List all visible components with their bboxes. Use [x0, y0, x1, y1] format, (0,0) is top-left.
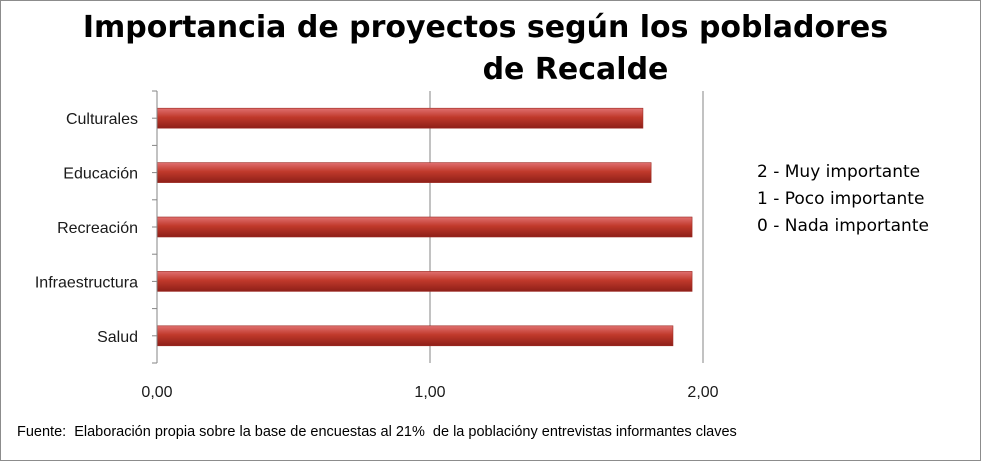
bar-culturales: [156, 107, 644, 129]
source-note: Fuente: Elaboración propia sobre la base…: [17, 424, 737, 440]
bars: [156, 107, 693, 347]
chart-title-line-1: Importancia de proyectos según los pobla…: [82, 10, 889, 45]
category-label-infraestructura: Infraestructura: [35, 274, 138, 291]
legend-note-0: 0 - Nada importante: [757, 216, 929, 236]
bar-recreación: [156, 216, 693, 238]
chart-title: Importancia de proyectos según los pobla…: [1, 7, 980, 91]
category-label-recreación: Recreación: [57, 220, 138, 237]
category-label-educación: Educación: [63, 166, 138, 183]
bar-salud: [156, 325, 674, 347]
bar-infraestructura: [156, 271, 693, 292]
x-tick-label-2: 2,00: [687, 384, 718, 401]
x-tick-label-1: 1,00: [414, 384, 445, 401]
category-label-salud: Salud: [97, 329, 138, 346]
legend-note-1: 1 - Poco importante: [757, 189, 925, 209]
x-tick-label-0: 0,00: [141, 384, 172, 401]
scale-legend: 2 - Muy importante 1 - Poco importante 0…: [757, 159, 929, 240]
axes: [152, 90, 158, 364]
chart-title-line-2: de Recalde: [482, 52, 669, 87]
labels: Culturales Educación Recreación Infraestruc…: [35, 111, 719, 401]
category-label-culturales: Culturales: [66, 111, 138, 128]
legend-note-2: 2 - Muy importante: [757, 162, 921, 182]
bar-educación: [156, 162, 652, 183]
